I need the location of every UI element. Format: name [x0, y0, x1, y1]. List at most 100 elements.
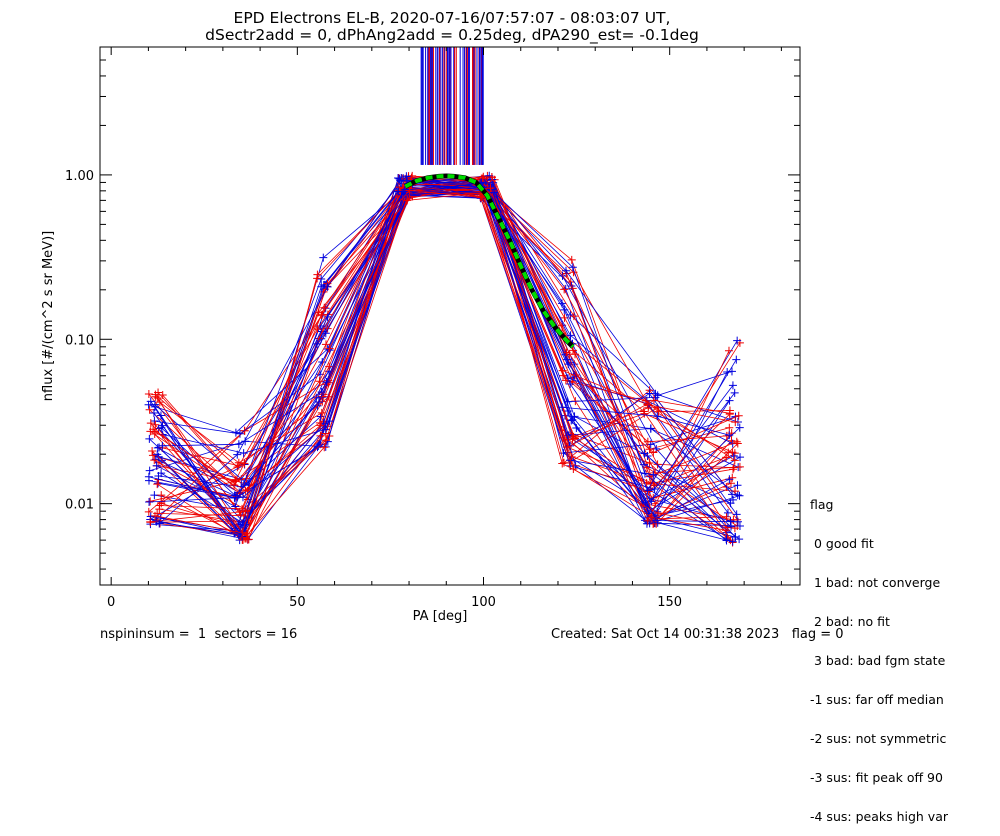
flux-point-marker [487, 173, 496, 182]
x-tick-label: 50 [289, 595, 306, 610]
spike-lines [420, 47, 484, 165]
flux-point-marker [566, 331, 575, 340]
flux-point-marker [407, 173, 416, 182]
chart-title-line2: dSectr2add = 0, dPhAng2add = 0.25deg, dP… [205, 26, 699, 45]
flux-trace-line [148, 194, 734, 499]
flux-point-marker [724, 346, 733, 355]
flux-point-marker [652, 519, 661, 528]
flux-point-marker [649, 448, 658, 457]
flux-point-marker [241, 507, 250, 516]
flux-trace-line [159, 179, 733, 542]
flux-point-marker [325, 344, 334, 353]
flux-trace-line [152, 191, 736, 486]
flux-point-marker [323, 282, 332, 291]
flux-trace-line [148, 178, 730, 525]
flux-trace-line [162, 180, 730, 534]
flux-point-marker [152, 461, 161, 470]
y-tick-label: 0.01 [65, 498, 94, 513]
flux-point-marker [403, 196, 412, 205]
flux-point-marker [322, 377, 331, 386]
flux-point-marker [725, 396, 734, 405]
flux-trace-line [155, 175, 727, 520]
flux-point-marker [478, 174, 487, 183]
flux-point-marker [734, 411, 743, 420]
flux-point-marker [723, 508, 732, 517]
x-axis-label: PA [deg] [413, 609, 468, 624]
flux-point-marker [239, 511, 248, 520]
flux-point-marker [729, 463, 738, 472]
flux-point-marker [640, 449, 649, 458]
flux-point-marker [732, 355, 741, 364]
flux-point-marker [242, 529, 251, 538]
flux-point-marker [405, 186, 414, 195]
flux-point-marker [158, 421, 167, 430]
flag-legend-item-6: -3 sus: fit peak off 90 [810, 770, 943, 785]
flux-point-marker [490, 188, 499, 197]
flux-point-marker [241, 437, 250, 446]
flux-point-marker [401, 189, 410, 198]
flux-trace-line [158, 187, 734, 498]
flux-point-marker [145, 405, 154, 414]
flux-point-marker [568, 435, 577, 444]
chart: 0 50 100 150 0.01 0.10 1.00 EPD Electrons EL-B… [41, 9, 801, 624]
flux-point-marker [145, 434, 154, 443]
flux-point-marker [643, 400, 652, 409]
flux-point-marker [725, 431, 734, 440]
flux-point-marker [558, 366, 567, 375]
flux-point-marker [735, 491, 744, 500]
flux-point-marker [155, 398, 164, 407]
flux-point-marker [316, 421, 325, 430]
flux-point-marker [396, 176, 405, 185]
flux-point-marker [394, 187, 403, 196]
flux-point-marker [731, 532, 740, 541]
footer-right: Created: Sat Oct 14 00:31:38 2023 flag =… [551, 627, 844, 642]
flux-point-marker [231, 491, 240, 500]
flux-point-marker [321, 425, 330, 434]
y-tick-label: 1.00 [65, 169, 94, 184]
flux-trace-line [156, 177, 728, 541]
flux-point-marker [727, 522, 736, 531]
flux-point-marker [313, 339, 322, 348]
flux-trace-line [148, 178, 733, 543]
flux-point-marker [653, 412, 662, 421]
flux-point-marker [145, 498, 154, 507]
x-tick-label: 0 [107, 595, 115, 610]
flux-point-marker [646, 424, 655, 433]
flux-point-marker [320, 443, 329, 452]
flux-trace-line [149, 181, 740, 540]
flux-point-marker [569, 465, 578, 474]
flux-point-marker [150, 511, 159, 520]
plot-frame [99, 46, 801, 586]
flux-point-marker [150, 402, 159, 411]
flux-point-marker [317, 408, 326, 417]
flux-point-marker [157, 491, 166, 500]
flux-point-marker [722, 512, 731, 521]
flux-point-marker [238, 528, 247, 537]
flux-trace-line [154, 187, 739, 538]
flux-point-marker [151, 420, 160, 429]
flag-legend-item-7: -4 sus: peaks high var [810, 809, 949, 824]
flux-trace-line [161, 178, 734, 533]
flux-point-marker [144, 389, 153, 398]
flux-point-marker [319, 280, 328, 289]
flux-point-marker [315, 377, 324, 386]
flux-point-marker [733, 517, 742, 526]
flux-point-marker [728, 381, 737, 390]
y-axis-label: nflux [#/(cm^2 s sr MeV)] [41, 231, 56, 401]
flux-point-marker [645, 389, 654, 398]
flux-point-marker [321, 436, 330, 445]
flux-point-marker [157, 469, 166, 478]
flux-point-marker [643, 516, 652, 525]
flux-point-marker [239, 449, 248, 458]
flux-point-marker [735, 521, 744, 530]
flux-point-marker [144, 400, 153, 409]
flux-trace-line [150, 189, 726, 533]
flux-trace-line [161, 183, 733, 497]
flux-point-marker [154, 479, 163, 488]
flux-point-marker [151, 455, 160, 464]
flux-point-marker [653, 518, 662, 527]
flux-point-marker [146, 397, 155, 406]
flag-legend-item-1: 1 bad: not converge [810, 575, 941, 590]
fit-curve-group [404, 173, 575, 349]
flux-point-marker [562, 355, 571, 364]
